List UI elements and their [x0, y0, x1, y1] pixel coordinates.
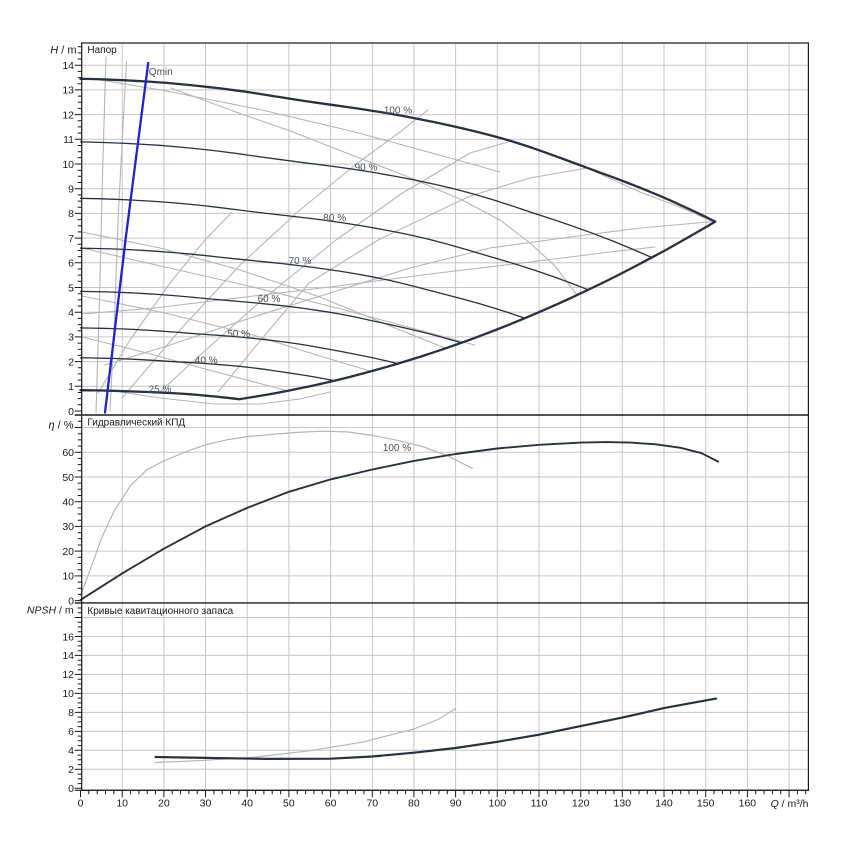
svg-text:12: 12 — [62, 669, 74, 681]
svg-text:80 %: 80 % — [323, 213, 346, 224]
svg-text:Q / m³/h: Q / m³/h — [771, 798, 809, 810]
svg-text:140: 140 — [655, 797, 673, 809]
svg-text:10: 10 — [62, 571, 74, 583]
svg-text:60: 60 — [325, 797, 337, 809]
svg-text:4: 4 — [68, 745, 74, 757]
svg-text:160: 160 — [739, 797, 757, 809]
svg-text:6: 6 — [68, 258, 74, 270]
svg-text:0: 0 — [68, 406, 74, 418]
svg-text:3: 3 — [68, 332, 74, 344]
svg-text:8: 8 — [68, 707, 74, 719]
svg-text:NPSH / m: NPSH / m — [27, 605, 74, 617]
svg-text:7: 7 — [68, 233, 74, 245]
svg-text:2: 2 — [68, 356, 74, 368]
svg-text:0: 0 — [78, 797, 84, 809]
svg-text:40 %: 40 % — [195, 356, 218, 367]
svg-text:0: 0 — [68, 595, 74, 607]
svg-text:5: 5 — [68, 282, 74, 294]
svg-text:60: 60 — [62, 447, 74, 459]
svg-text:4: 4 — [68, 307, 74, 319]
svg-text:70 %: 70 % — [289, 256, 312, 267]
svg-text:70: 70 — [366, 797, 378, 809]
svg-text:12: 12 — [62, 109, 74, 121]
svg-text:Qmin: Qmin — [149, 67, 173, 78]
svg-text:14: 14 — [62, 60, 74, 72]
svg-text:H / m: H / m — [50, 45, 76, 57]
svg-text:20: 20 — [62, 546, 74, 558]
svg-text:90 %: 90 % — [355, 163, 378, 174]
svg-text:50: 50 — [283, 797, 295, 809]
svg-text:10: 10 — [62, 159, 74, 171]
svg-text:100 %: 100 % — [384, 106, 412, 117]
svg-text:40: 40 — [241, 797, 253, 809]
svg-text:130: 130 — [614, 797, 632, 809]
svg-text:13: 13 — [62, 85, 74, 97]
svg-text:16: 16 — [62, 631, 74, 643]
svg-text:Гидравлический КПД: Гидравлический КПД — [87, 418, 185, 429]
svg-text:20: 20 — [158, 797, 170, 809]
svg-text:40: 40 — [62, 497, 74, 509]
svg-text:9: 9 — [68, 184, 74, 196]
svg-text:50: 50 — [62, 472, 74, 484]
svg-text:11: 11 — [63, 134, 74, 146]
svg-text:2: 2 — [68, 764, 74, 776]
svg-text:150: 150 — [697, 797, 715, 809]
svg-text:10: 10 — [62, 688, 74, 700]
svg-text:25 %: 25 % — [149, 385, 172, 396]
svg-text:110: 110 — [531, 797, 548, 809]
svg-text:Напор: Напор — [87, 45, 117, 56]
svg-text:100: 100 — [489, 797, 507, 809]
svg-text:50 %: 50 % — [227, 329, 250, 340]
svg-text:80: 80 — [408, 797, 420, 809]
svg-text:6: 6 — [68, 726, 74, 738]
svg-text:14: 14 — [62, 650, 74, 662]
svg-text:30: 30 — [200, 797, 212, 809]
svg-text:1: 1 — [68, 381, 74, 393]
svg-text:Кривые кавитационного запаса: Кривые кавитационного запаса — [87, 606, 233, 617]
svg-text:90: 90 — [450, 797, 462, 809]
svg-text:30: 30 — [62, 521, 74, 533]
svg-text:0: 0 — [68, 783, 74, 795]
svg-text:η / %: η / % — [48, 420, 73, 432]
svg-text:60 %: 60 % — [258, 294, 281, 305]
svg-text:120: 120 — [572, 797, 590, 809]
svg-text:100 %: 100 % — [383, 443, 411, 454]
svg-text:8: 8 — [68, 208, 74, 220]
svg-text:10: 10 — [116, 797, 128, 809]
